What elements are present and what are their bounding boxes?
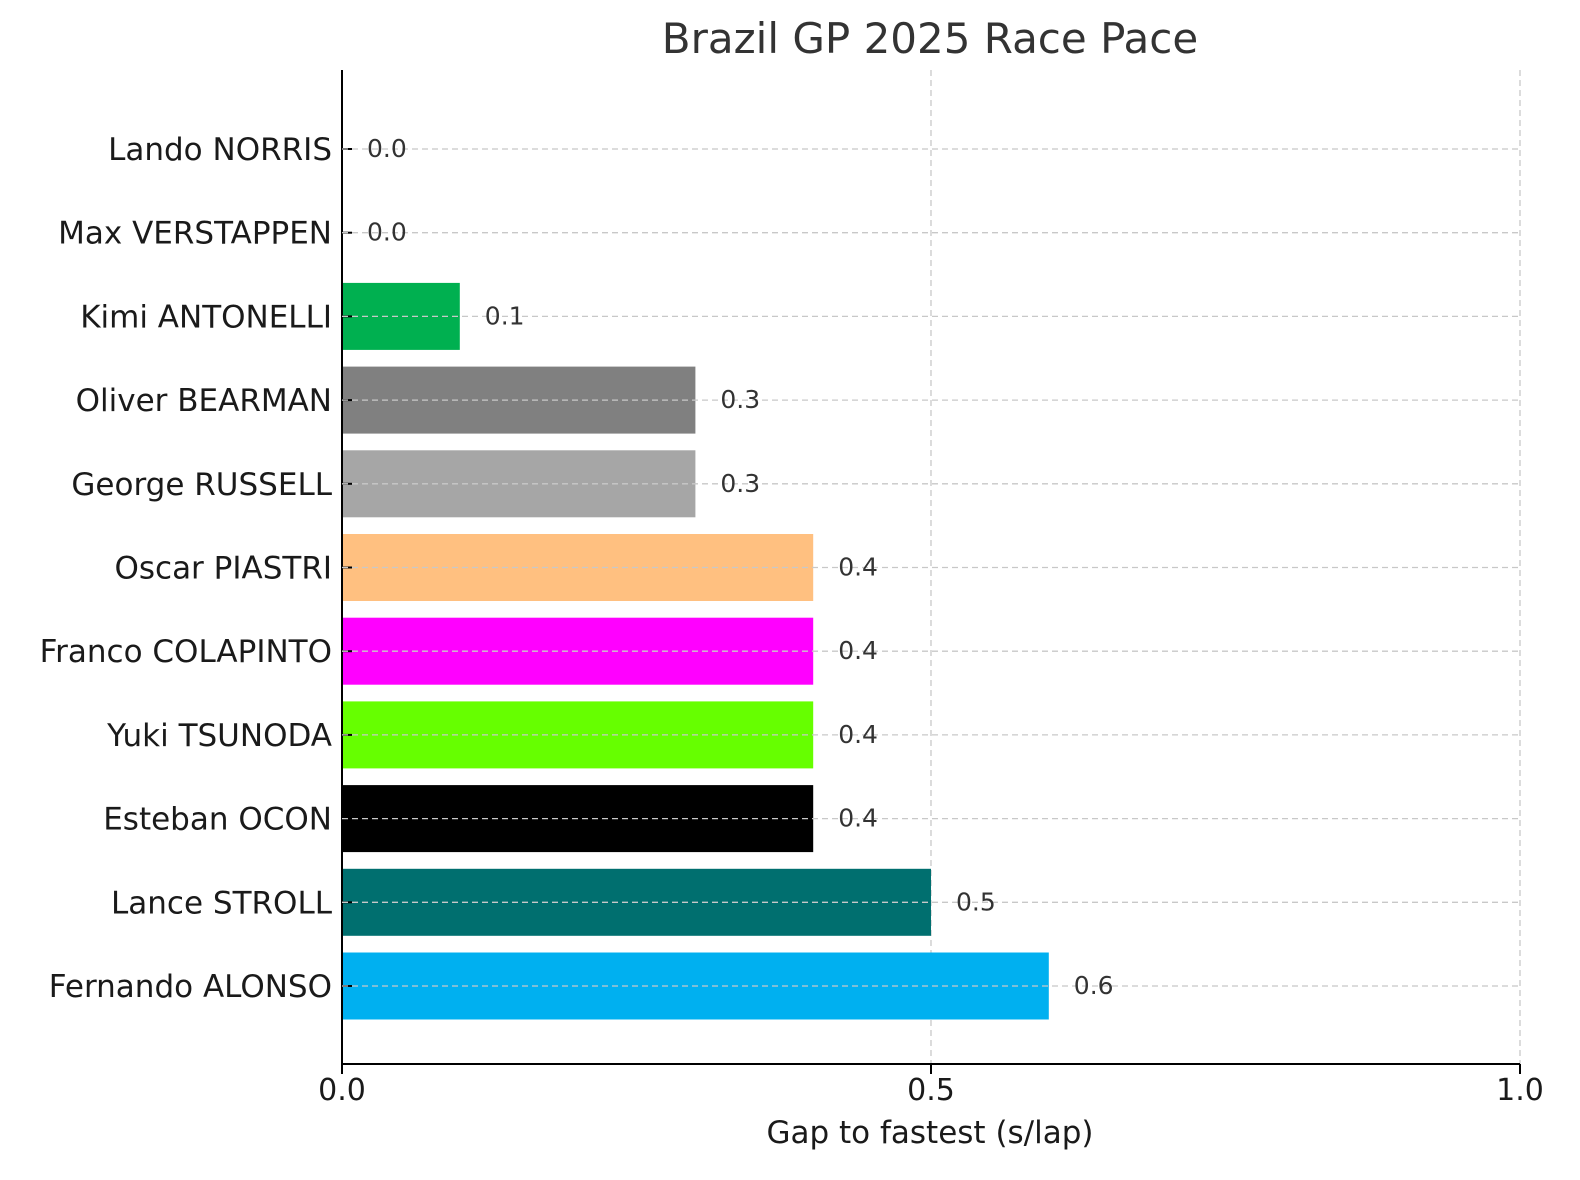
y-tick-label: Yuki TSUNODA	[106, 718, 332, 754]
data-label: 0.4	[838, 804, 878, 833]
y-tick-label: Lando NORRIS	[108, 132, 332, 168]
data-label: 0.3	[720, 469, 760, 498]
y-tick-label: Kimi ANTONELLI	[80, 299, 332, 335]
data-label: 0.4	[838, 636, 878, 665]
data-label: 0.5	[956, 887, 996, 916]
y-tick-label: George RUSSELL	[71, 467, 332, 503]
x-tick-label: 0.0	[318, 1073, 366, 1108]
y-tick-label: Esteban OCON	[103, 802, 332, 838]
data-label: 0.6	[1074, 971, 1114, 1000]
data-label: 0.4	[838, 720, 878, 749]
y-tick-label: Franco COLAPINTO	[40, 634, 332, 670]
data-label: 0.3	[720, 385, 760, 414]
x-axis-label: Gap to fastest (s/lap)	[766, 1115, 1093, 1151]
x-tick-label: 0.5	[907, 1073, 955, 1108]
y-tick-label: Oliver BEARMAN	[76, 383, 332, 419]
y-tick-label: Max VERSTAPPEN	[58, 216, 332, 252]
y-tick-label: Lance STROLL	[111, 885, 333, 921]
data-label: 0.0	[367, 218, 407, 247]
x-tick-label: 1.0	[1496, 1073, 1544, 1108]
y-tick-label: Oscar PIASTRI	[114, 551, 332, 587]
data-label: 0.0	[367, 134, 407, 163]
data-label: 0.4	[838, 553, 878, 582]
y-tick-label: Fernando ALONSO	[49, 969, 332, 1005]
chart-title: Brazil GP 2025 Race Pace	[662, 14, 1198, 63]
bar-3	[342, 282, 460, 350]
grid-lines	[930, 70, 1521, 1064]
labels: Lando NORRIS 0.0 Max VERSTAPPEN 0.0 Kimi ANT…	[40, 132, 1544, 1108]
data-label: 0.1	[485, 301, 525, 330]
